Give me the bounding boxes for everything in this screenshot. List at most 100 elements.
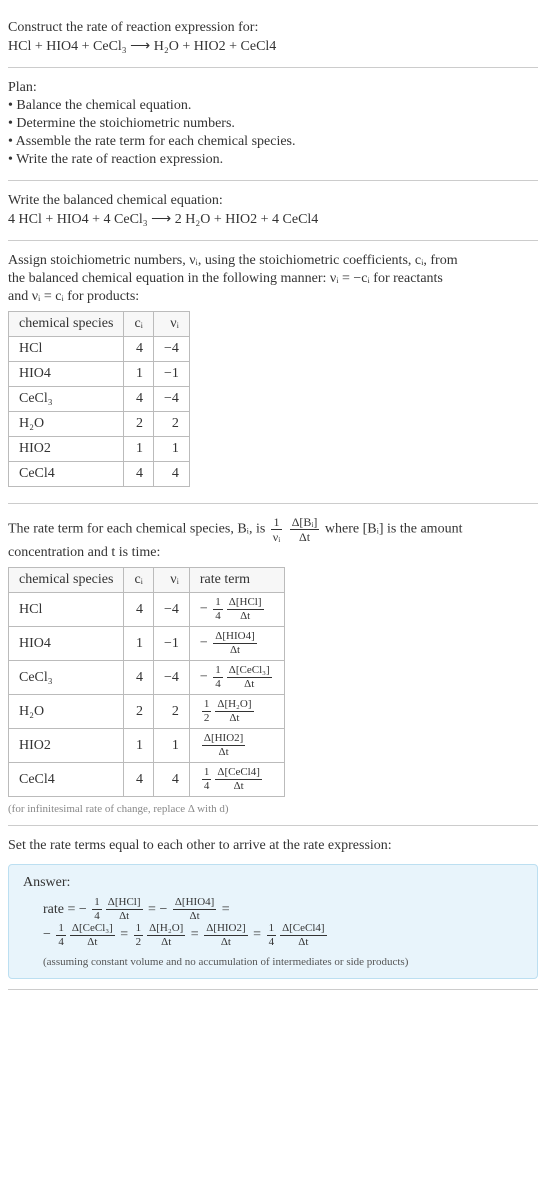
table-cell: 4 (124, 661, 154, 695)
fraction: 14 (267, 923, 277, 948)
rateterm-section: The rate term for each chemical species,… (8, 504, 538, 826)
table-cell: − Δ[HIO4]Δt (189, 627, 284, 661)
table-cell: CeCl₃ (9, 387, 124, 412)
table-header: νᵢ (153, 312, 189, 337)
table-cell: H₂O (9, 695, 124, 729)
balanced-heading: Write the balanced chemical equation: (8, 193, 538, 209)
table-row: HIO41−1 (9, 362, 190, 387)
rateterm-intro: The rate term for each chemical species,… (8, 516, 538, 543)
rateterm-frac2-num: Δ[Bᵢ] (290, 516, 320, 530)
table-cell: −4 (153, 661, 189, 695)
fraction: Δ[H₂O]Δt (215, 699, 253, 724)
plan-item: • Determine the stoichiometric numbers. (8, 116, 538, 132)
stoich-table: chemical speciescᵢνᵢ HCl4−4HIO41−1CeCl₃4… (8, 311, 190, 487)
plan-item: • Balance the chemical equation. (8, 98, 538, 114)
fraction: Δ[HCl]Δt (227, 597, 264, 622)
fraction: Δ[CeCl4]Δt (280, 923, 327, 948)
table-cell: 14Δ[CeCl4]Δt (189, 763, 284, 797)
table-cell: 4 (153, 763, 189, 797)
table-cell: 1 (153, 437, 189, 462)
rateterm-frac1: 1 νᵢ (271, 516, 282, 543)
stoich-section: Assign stoichiometric numbers, νᵢ, using… (8, 241, 538, 504)
table-cell: 2 (153, 412, 189, 437)
table-cell: −4 (153, 387, 189, 412)
table-cell: −1 (153, 362, 189, 387)
stoich-intro2: the balanced chemical equation in the fo… (8, 271, 538, 287)
final-section: Set the rate terms equal to each other t… (8, 826, 538, 990)
rateterm-intro-prefix: The rate term for each chemical species,… (8, 522, 269, 537)
fraction: 14 (213, 665, 223, 690)
table-cell: 4 (124, 337, 154, 362)
rateterm-intro2: concentration and t is time: (8, 545, 538, 561)
intro-section: Construct the rate of reaction expressio… (8, 8, 538, 68)
fraction: Δ[HIO2]Δt (204, 923, 247, 948)
plan-section: Plan: • Balance the chemical equation. • … (8, 68, 538, 181)
stoich-intro3: and νᵢ = cᵢ for products: (8, 289, 538, 305)
rateterm-footnote: (for infinitesimal rate of change, repla… (8, 803, 538, 815)
table-row: HCl4−4 (9, 337, 190, 362)
table-cell: 4 (124, 387, 154, 412)
rateterm-table: chemical speciescᵢνᵢrate term HCl4−4− 14… (8, 567, 285, 797)
rateterm-frac2-den: Δt (290, 530, 320, 543)
plan-item: • Write the rate of reaction expression. (8, 152, 538, 168)
rateterm-frac1-num: 1 (271, 516, 282, 530)
table-row: HIO41−1− Δ[HIO4]Δt (9, 627, 285, 661)
table-row: H₂O2212Δ[H₂O]Δt (9, 695, 285, 729)
table-header: cᵢ (124, 568, 154, 593)
table-cell: − 14Δ[HCl]Δt (189, 593, 284, 627)
table-cell: HCl (9, 337, 124, 362)
table-cell: HIO4 (9, 362, 124, 387)
table-cell: H₂O (9, 412, 124, 437)
rate-expression: rate = − 14Δ[HCl]Δt = − Δ[HIO4]Δt =− 14Δ… (43, 897, 523, 948)
balanced-section: Write the balanced chemical equation: 4 … (8, 181, 538, 241)
stoich-intro1: Assign stoichiometric numbers, νᵢ, using… (8, 253, 538, 269)
table-cell: 1 (124, 627, 154, 661)
rateterm-frac1-den: νᵢ (271, 530, 282, 543)
table-cell: 4 (124, 763, 154, 797)
intro-text: Construct the rate of reaction expressio… (8, 20, 538, 36)
fraction: 14 (202, 767, 212, 792)
answer-label: Answer: (23, 875, 523, 891)
final-heading: Set the rate terms equal to each other t… (8, 838, 538, 854)
table-row: H₂O22 (9, 412, 190, 437)
table-cell: 2 (124, 695, 154, 729)
answer-footnote: (assuming constant volume and no accumul… (43, 956, 523, 968)
fraction: Δ[HCl]Δt (106, 897, 143, 922)
table-cell: Δ[HIO2]Δt (189, 729, 284, 763)
table-header: cᵢ (124, 312, 154, 337)
fraction: Δ[CeCl4]Δt (215, 767, 262, 792)
plan-heading: Plan: (8, 80, 538, 96)
table-cell: −1 (153, 627, 189, 661)
table-header: chemical species (9, 568, 124, 593)
intro-equation: HCl + HIO4 + CeCl₃ ⟶ H₂O + HIO2 + CeCl4 (8, 38, 538, 55)
plan-item: • Assemble the rate term for each chemic… (8, 134, 538, 150)
table-cell: HIO2 (9, 729, 124, 763)
table-cell: 1 (124, 362, 154, 387)
table-cell: 4 (124, 593, 154, 627)
rateterm-frac2: Δ[Bᵢ] Δt (290, 516, 320, 543)
table-cell: 1 (124, 437, 154, 462)
fraction: Δ[H₂O]Δt (147, 923, 185, 948)
table-row: HIO211 (9, 437, 190, 462)
fraction: Δ[HIO2]Δt (202, 733, 245, 758)
table-row: CeCl444 (9, 462, 190, 487)
table-row: CeCl₃4−4 (9, 387, 190, 412)
table-cell: 1 (124, 729, 154, 763)
table-row: HIO211Δ[HIO2]Δt (9, 729, 285, 763)
table-row: HCl4−4− 14Δ[HCl]Δt (9, 593, 285, 627)
table-row: CeCl44414Δ[CeCl4]Δt (9, 763, 285, 797)
balanced-equation: 4 HCl + HIO4 + 4 CeCl₃ ⟶ 2 H₂O + HIO2 + … (8, 211, 538, 228)
fraction: Δ[CeCl₃]Δt (70, 923, 115, 948)
table-header: νᵢ (153, 568, 189, 593)
rateterm-intro-suffix: where [Bᵢ] is the amount (325, 522, 463, 537)
answer-box: Answer: rate = − 14Δ[HCl]Δt = − Δ[HIO4]Δ… (8, 864, 538, 979)
table-cell: 12Δ[H₂O]Δt (189, 695, 284, 729)
fraction: 14 (213, 597, 223, 622)
fraction: 12 (134, 923, 144, 948)
table-cell: HIO2 (9, 437, 124, 462)
table-cell: 4 (124, 462, 154, 487)
table-cell: CeCl4 (9, 763, 124, 797)
fraction: 14 (92, 897, 102, 922)
fraction: Δ[HIO4]Δt (213, 631, 256, 656)
fraction: Δ[CeCl₃]Δt (227, 665, 272, 690)
